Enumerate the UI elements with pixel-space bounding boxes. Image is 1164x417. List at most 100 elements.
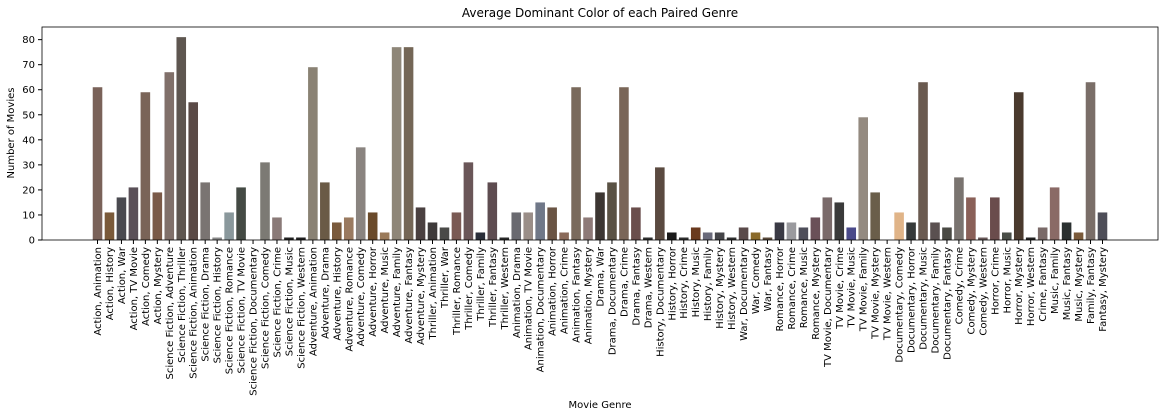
bar [116, 197, 127, 240]
bar [930, 222, 940, 240]
x-tick-label: Animation, Documentary [536, 247, 547, 372]
bar [583, 217, 593, 240]
bar [750, 232, 761, 240]
x-axis-label: Movie Genre [568, 400, 631, 411]
x-tick-label: Romance, Music [799, 247, 810, 328]
x-tick-label: Family, Fantasy [1086, 247, 1097, 324]
x-tick-label: Thriller, War [440, 246, 451, 309]
x-tick-label: Science Fiction, History [213, 247, 224, 363]
bar [403, 47, 414, 240]
x-tick-label: Adventure, Romance [344, 247, 355, 352]
x-tick-label: History, Crime [679, 247, 690, 319]
bar [1073, 232, 1084, 240]
bar [894, 212, 904, 240]
x-tick-label: Action, Mystery [153, 247, 164, 325]
bar [906, 222, 916, 240]
x-tick-label: Science Fiction, Drama [201, 247, 212, 362]
x-tick-label: Music, Mystery [1074, 247, 1085, 322]
bar [236, 187, 246, 240]
y-tick-label: 40 [22, 135, 35, 146]
bar [1037, 227, 1048, 240]
bar [391, 47, 402, 240]
bar [643, 237, 653, 240]
bar [164, 72, 175, 240]
bar [128, 187, 139, 240]
bar [978, 237, 988, 240]
bar [666, 232, 677, 240]
bar [224, 212, 234, 240]
bar [152, 192, 163, 240]
x-tick-label: Thriller, Romance [452, 247, 463, 336]
bar [1013, 92, 1024, 240]
x-tick-label: Documentary, Family [930, 247, 941, 354]
bar [870, 192, 880, 240]
x-tick-label: Romance, Crime [787, 247, 798, 330]
bar [631, 207, 641, 240]
x-tick-label: Science Fiction, Animation [189, 247, 200, 379]
x-tick-label: Documentary, Comedy [895, 247, 906, 363]
x-tick-label: Horror, Mystery [1014, 247, 1025, 325]
x-tick-label: TV Movie, Crime [835, 247, 846, 330]
bar [762, 237, 773, 240]
x-tick-label: Thriller, Western [500, 247, 511, 331]
x-tick-label: Adventure, Family [392, 247, 403, 337]
x-tick-label: Adventure, History [332, 247, 343, 341]
chart-title: Average Dominant Color of each Paired Ge… [462, 6, 738, 20]
x-tick-label: Animation, Drama [512, 247, 523, 338]
y-axis-label: Number of Movies [6, 88, 17, 179]
x-tick-label: Romance, Horror [775, 246, 786, 331]
bar [822, 197, 833, 240]
x-tick-label: Science Fiction, Adventure [165, 247, 176, 379]
bar [559, 232, 569, 240]
bar [439, 227, 450, 240]
bar [595, 192, 605, 240]
x-tick-label: Action, Animation [93, 247, 104, 336]
x-tick-label: History, Western [727, 247, 738, 330]
x-tick-label: Adventure, Horror [368, 246, 379, 337]
x-tick-label: Science Fiction, Romance [225, 247, 236, 374]
x-tick-label: Horror, Crime [990, 247, 1001, 315]
bar [535, 202, 545, 240]
x-tick-label: Fantasy, Mystery [1098, 247, 1109, 332]
y-tick-label: 60 [22, 85, 35, 96]
x-tick-label: Science Fiction, Music [284, 247, 295, 356]
x-tick-label: Documentary, Fantasy [942, 247, 953, 360]
x-tick-label: TV Movie, Documentary [823, 247, 834, 368]
x-tick-label: Drama, Fantasy [631, 247, 642, 326]
x-tick-label: Music, Fantasy [1062, 247, 1073, 320]
y-tick-label: 0 [29, 236, 35, 247]
bar [284, 237, 294, 240]
bar [140, 92, 151, 240]
x-tick-label: Horror, Music [1002, 247, 1013, 314]
bar [379, 232, 390, 240]
x-tick-label: Science Fiction, Crime [272, 247, 283, 358]
x-tick-label: Thriller, Comedy [464, 247, 475, 331]
bar [511, 212, 522, 240]
bar [690, 227, 701, 240]
bar [966, 197, 976, 240]
x-tick-label: Science Fiction, Western [296, 247, 307, 369]
x-tick-label: Thriller, Family [476, 247, 487, 322]
bar [499, 237, 510, 240]
x-tick-label: Science Fiction, Documentary [249, 247, 260, 396]
y-tick-label: 80 [22, 35, 35, 46]
x-tick-label: Science Fiction, TV Movie [237, 247, 248, 373]
x-tick-label: TV Movie, Western [883, 247, 894, 341]
bar [415, 207, 426, 240]
x-tick-label: Adventure, Mystery [416, 247, 427, 345]
x-tick-label: Documentary, Music [919, 247, 930, 350]
bar [655, 167, 665, 240]
x-tick-label: Horror, Western [1026, 247, 1037, 326]
x-tick-label: Animation, Mystery [584, 247, 595, 344]
bar [475, 232, 486, 240]
bar [607, 182, 617, 240]
x-tick-label: Drama, Crime [619, 247, 630, 317]
bar [858, 117, 868, 240]
x-tick-label: Thriller, Animation [428, 247, 439, 341]
x-tick-label: Animation, Fantasy [572, 247, 583, 343]
bar [1061, 222, 1072, 240]
x-tick-label: History, Music [691, 247, 702, 317]
bar [1001, 232, 1012, 240]
bar [212, 237, 222, 240]
bar [738, 227, 749, 240]
